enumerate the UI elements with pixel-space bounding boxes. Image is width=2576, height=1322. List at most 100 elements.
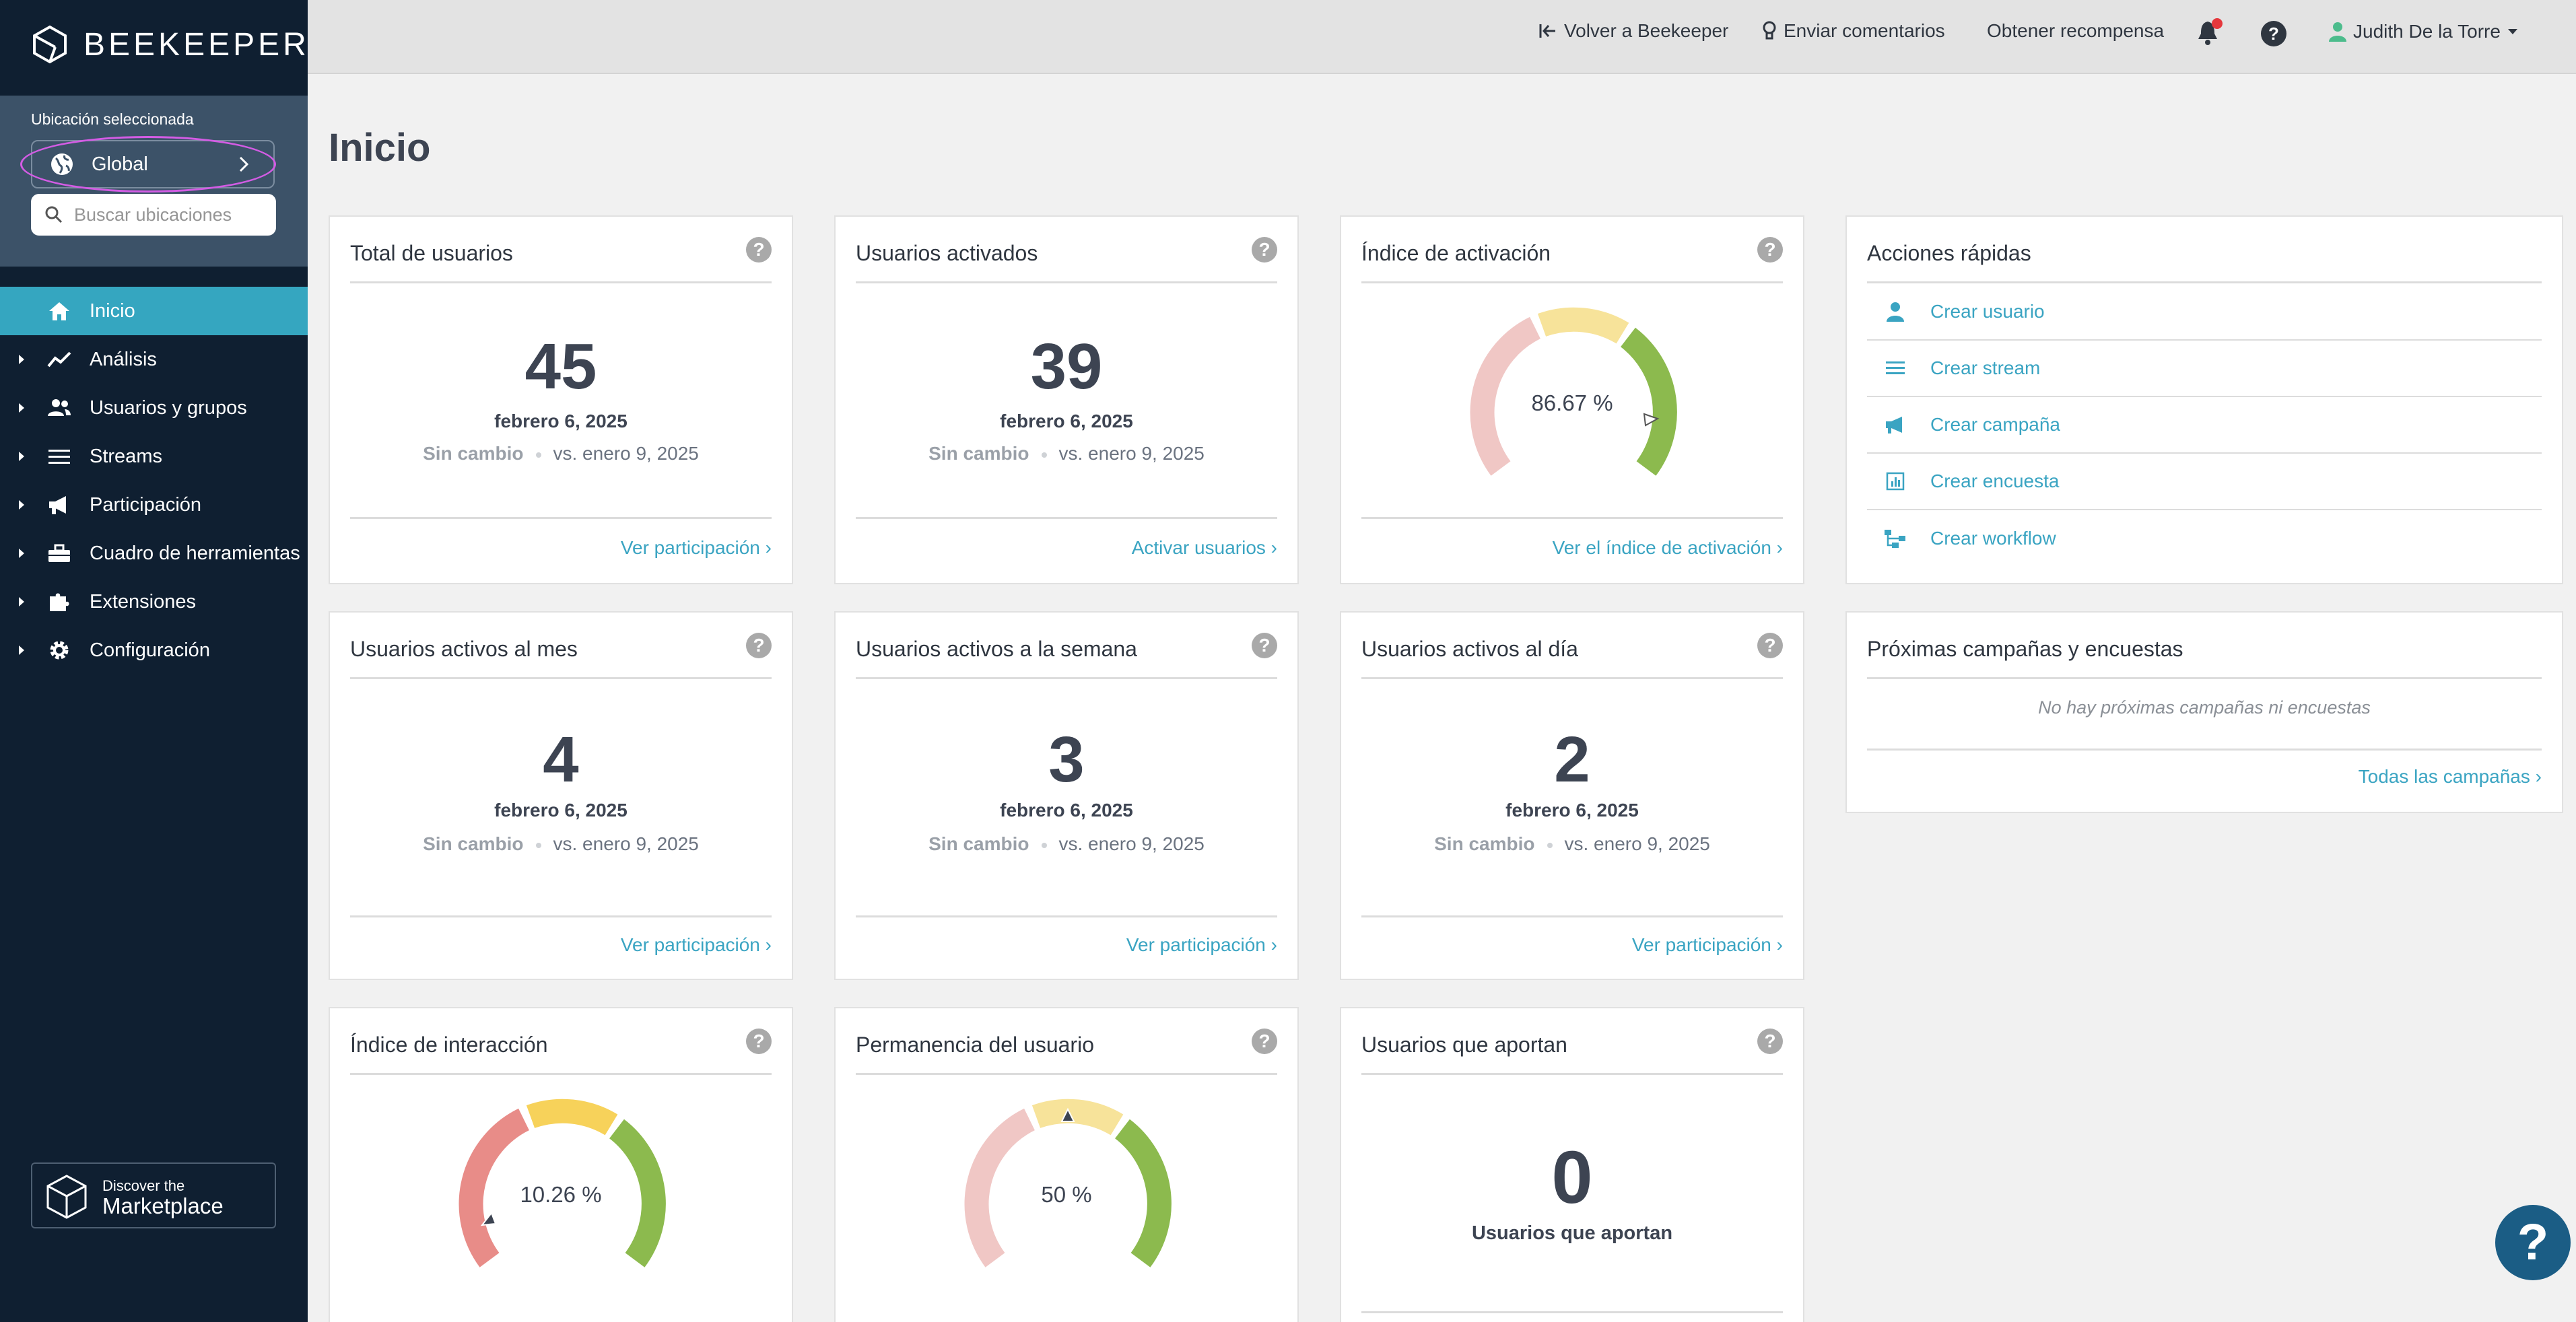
change-label: Sin cambio <box>928 833 1029 854</box>
nav-item-label: Cuadro de herramientas <box>90 543 300 564</box>
caret-right-icon <box>19 646 24 655</box>
question-icon[interactable]: ? <box>746 1029 772 1054</box>
metric-value: 4 <box>543 724 579 796</box>
metric-date: febrero 6, 2025 <box>494 800 628 821</box>
card-usuarios-activos-semana: Usuarios activos a la semana ? 3 febrero… <box>834 611 1299 980</box>
card-total-usuarios: Total de usuarios ? 45 febrero 6, 2025 S… <box>329 215 793 584</box>
nav-item-extensiones[interactable]: Extensiones <box>0 578 308 626</box>
card-footer-link[interactable]: Ver participación › <box>620 934 772 955</box>
quick-action-crear-campana[interactable]: Crear campaña <box>1867 397 2542 454</box>
change-label: Sin cambio <box>423 833 524 854</box>
nav-item-usuarios[interactable]: Usuarios y grupos <box>0 384 308 432</box>
card-title: Acciones rápidas <box>1867 241 2031 265</box>
nav-item-label: Usuarios y grupos <box>90 397 247 419</box>
gauge-value: 10.26 % <box>520 1182 602 1207</box>
metric-value: 0 <box>1551 1136 1593 1219</box>
card-title: Permanencia del usuario <box>856 1033 1094 1057</box>
nav-item-herramientas[interactable]: Cuadro de herramientas <box>0 529 308 578</box>
gauge-value: 50 % <box>1041 1182 1092 1207</box>
nav-item-participacion[interactable]: Participación <box>0 481 308 529</box>
marketplace-button[interactable]: Discover the Marketplace <box>31 1162 276 1228</box>
reward-link[interactable]: Obtener recompensa <box>1987 20 2164 42</box>
gauge-marker <box>1060 1107 1075 1122</box>
arrow-left-icon <box>1539 24 1555 38</box>
nav-item-configuracion[interactable]: Configuración <box>0 626 308 674</box>
question-icon[interactable]: ? <box>1252 633 1277 658</box>
metric-comparison: Sin cambio vs. enero 9, 2025 <box>836 443 1297 464</box>
question-icon[interactable]: ? <box>1252 237 1277 263</box>
question-icon[interactable]: ? <box>746 237 772 263</box>
back-to-beekeeper-link[interactable]: Volver a Beekeeper <box>1538 20 1728 42</box>
metric-date: febrero 6, 2025 <box>1000 800 1133 821</box>
question-icon[interactable]: ? <box>1757 633 1783 658</box>
question-icon[interactable]: ? <box>1757 237 1783 263</box>
metric-date: febrero 6, 2025 <box>494 411 628 431</box>
quick-action-crear-encuesta[interactable]: Crear encuesta <box>1867 454 2542 510</box>
top-bar: Volver a Beekeeper Enviar comentarios Ob… <box>308 0 2576 74</box>
all-campaigns-link[interactable]: Todas las campañas › <box>2358 766 2542 787</box>
divider <box>1361 915 1783 917</box>
metric-date: febrero 6, 2025 <box>1505 800 1639 821</box>
bell-icon <box>2198 18 2223 45</box>
feedback-label: Enviar comentarios <box>1784 20 1945 41</box>
users-icon <box>48 399 71 416</box>
metric-comparison: Sin cambio vs. enero 9, 2025 <box>836 833 1297 855</box>
quick-action-crear-stream[interactable]: Crear stream <box>1867 341 2542 397</box>
notifications-button[interactable] <box>2196 18 2224 48</box>
metric-comparison: Sin cambio vs. enero 9, 2025 <box>1341 833 1803 855</box>
nav-item-analisis[interactable]: Análisis <box>0 335 308 384</box>
floating-help-button[interactable]: ? <box>2495 1205 2571 1280</box>
card-title: Usuarios activos a la semana <box>856 637 1137 661</box>
metric-value: 2 <box>1554 724 1590 796</box>
card-footer-link[interactable]: Ver el índice de activación › <box>1552 537 1783 558</box>
question-icon[interactable]: ? <box>746 633 772 658</box>
question-icon[interactable]: ? <box>1252 1029 1277 1054</box>
card-footer-link[interactable]: Ver participación › <box>1126 934 1277 955</box>
divider <box>350 281 772 283</box>
caret-right-icon <box>19 452 24 461</box>
divider <box>350 915 772 917</box>
caret-right-icon <box>19 500 24 510</box>
divider <box>856 915 1277 917</box>
metric-value: 3 <box>1048 724 1085 796</box>
puzzle-icon <box>50 593 69 611</box>
toolbox-icon <box>48 544 70 562</box>
nav-item-inicio[interactable]: Inicio <box>0 287 308 335</box>
card-usuarios-activos-dia: Usuarios activos al día ? 2 febrero 6, 2… <box>1340 611 1804 980</box>
nav-item-label: Configuración <box>90 639 210 661</box>
user-menu[interactable]: Judith De la Torre <box>2328 20 2518 43</box>
user-name: Judith De la Torre <box>2353 21 2501 42</box>
divider <box>856 281 1277 283</box>
list-icon <box>48 450 70 464</box>
main-nav: Inicio Análisis Usuarios y grupos Stream… <box>0 287 308 674</box>
lightbulb-icon <box>1763 21 1776 40</box>
empty-state-text: No hay próximas campañas ni encuestas <box>2038 697 2371 718</box>
logo-text: BEEKEEPER <box>83 26 310 63</box>
question-circle-icon: ? <box>2261 21 2286 46</box>
quick-action-crear-usuario[interactable]: Crear usuario <box>1867 284 2542 341</box>
card-footer-link[interactable]: Ver participación › <box>1631 934 1783 955</box>
nav-item-label: Streams <box>90 446 162 467</box>
divider <box>350 677 772 679</box>
change-label: Sin cambio <box>928 443 1029 464</box>
nav-item-streams[interactable]: Streams <box>0 432 308 481</box>
location-search-input[interactable]: Buscar ubicaciones <box>31 194 276 236</box>
quick-action-crear-workflow[interactable]: Crear workflow <box>1867 510 2542 567</box>
question-icon[interactable]: ? <box>1757 1029 1783 1054</box>
metric-comparison: Sin cambio vs. enero 9, 2025 <box>330 443 792 464</box>
megaphone-icon <box>1886 417 1902 433</box>
compare-date: vs. enero 9, 2025 <box>1058 833 1205 854</box>
card-title: Usuarios activados <box>856 241 1038 265</box>
card-title: Índice de interacción <box>350 1033 548 1057</box>
feedback-link[interactable]: Enviar comentarios <box>1762 20 1945 42</box>
card-title: Usuarios activos al día <box>1361 637 1578 661</box>
card-usuarios-activos-mes: Usuarios activos al mes ? 4 febrero 6, 2… <box>329 611 793 980</box>
gear-icon <box>50 641 69 660</box>
help-button[interactable]: ? <box>2260 20 2287 47</box>
beekeeper-logo[interactable]: BEEKEEPER <box>30 24 310 65</box>
caret-down-icon <box>2507 29 2517 34</box>
marketplace-cube-icon <box>46 1175 87 1219</box>
gauge-value: 86.67 % <box>1531 390 1613 415</box>
card-footer-link[interactable]: Ver participación › <box>620 537 772 558</box>
card-footer-link[interactable]: Activar usuarios › <box>1131 537 1277 558</box>
